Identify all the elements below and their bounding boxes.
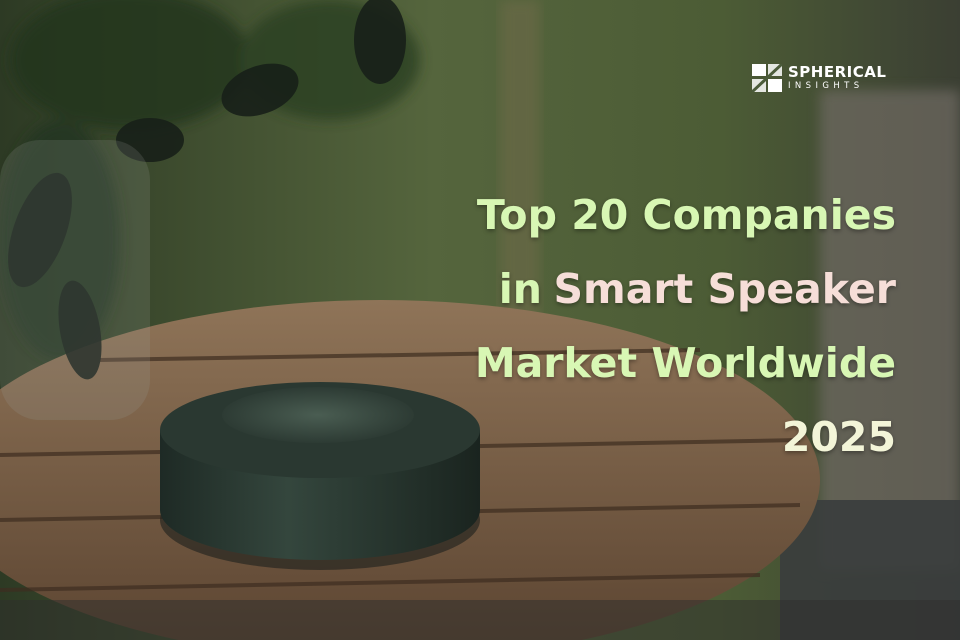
headline-line: Market Worldwide xyxy=(475,326,896,400)
headline: Top 20 Companies in Smart Speaker Market … xyxy=(475,178,896,474)
headline-line: 2025 xyxy=(475,400,896,474)
headline-text: Market Worldwide xyxy=(474,339,896,387)
headline-text: Smart Speaker xyxy=(553,265,896,313)
logo: SPHERICAL INSIGHTS xyxy=(752,64,886,92)
logo-tagline: INSIGHTS xyxy=(788,81,864,92)
logo-name: SPHERICAL xyxy=(788,63,887,82)
headline-text: Top 20 Companies xyxy=(476,191,896,239)
headline-line: Top 20 Companies xyxy=(475,178,896,252)
logo-icon xyxy=(752,64,782,92)
headline-line: in Smart Speaker xyxy=(475,252,896,326)
headline-text: in xyxy=(498,265,542,313)
headline-text: 2025 xyxy=(781,413,896,461)
